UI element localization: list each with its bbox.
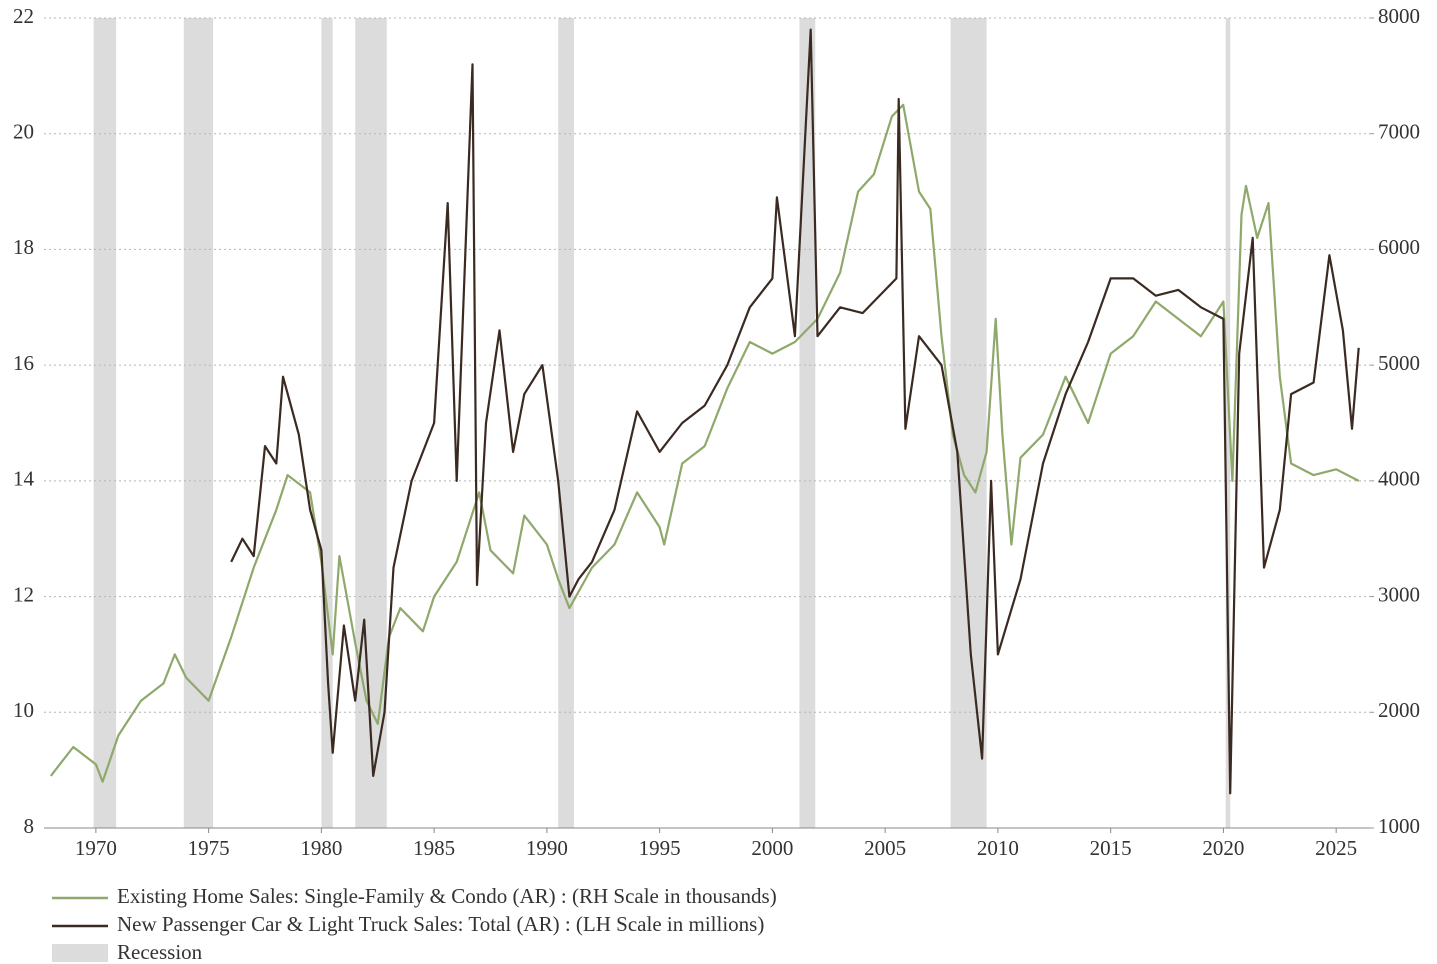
legend-swatch bbox=[52, 944, 108, 962]
y2-tick-label: 5000 bbox=[1378, 351, 1420, 375]
recession-band bbox=[93, 18, 117, 828]
x-tick-label: 1985 bbox=[413, 836, 455, 860]
x-tick-label: 2020 bbox=[1202, 836, 1244, 860]
x-tick-label: 1995 bbox=[639, 836, 681, 860]
y2-tick-label: 2000 bbox=[1378, 698, 1420, 722]
y2-tick-label: 8000 bbox=[1378, 4, 1420, 28]
x-tick-label: 2025 bbox=[1315, 836, 1357, 860]
x-tick-label: 1980 bbox=[300, 836, 342, 860]
y-tick-label: 18 bbox=[13, 235, 34, 259]
x-tick-label: 2015 bbox=[1090, 836, 1132, 860]
recession-band bbox=[183, 18, 214, 828]
series-line bbox=[230, 28, 1360, 795]
x-tick-label: 2010 bbox=[977, 836, 1019, 860]
y2-tick-label: 1000 bbox=[1378, 814, 1420, 838]
recession-band bbox=[355, 18, 387, 828]
series-line bbox=[49, 103, 1360, 783]
recession-band bbox=[558, 18, 574, 828]
legend-label: New Passenger Car & Light Truck Sales: T… bbox=[117, 912, 764, 936]
recession-band bbox=[799, 18, 816, 828]
recession-band bbox=[950, 18, 987, 828]
y-tick-label: 22 bbox=[13, 4, 34, 28]
y-tick-label: 20 bbox=[13, 120, 34, 144]
legend-label: Recession bbox=[117, 940, 203, 964]
y-tick-label: 14 bbox=[13, 467, 35, 491]
x-tick-label: 2000 bbox=[751, 836, 793, 860]
y2-tick-label: 7000 bbox=[1378, 120, 1420, 144]
recession-band bbox=[321, 18, 333, 828]
x-tick-label: 1975 bbox=[188, 836, 230, 860]
x-tick-label: 1970 bbox=[75, 836, 117, 860]
y-tick-label: 10 bbox=[13, 698, 34, 722]
y-tick-label: 12 bbox=[13, 582, 34, 606]
y2-tick-label: 3000 bbox=[1378, 582, 1420, 606]
y-tick-label: 8 bbox=[24, 814, 35, 838]
x-tick-label: 2005 bbox=[864, 836, 906, 860]
y2-tick-label: 4000 bbox=[1378, 467, 1420, 491]
y2-tick-label: 6000 bbox=[1378, 235, 1420, 259]
recession-band bbox=[1225, 18, 1231, 828]
x-tick-label: 1990 bbox=[526, 836, 568, 860]
legend-label: Existing Home Sales: Single-Family & Con… bbox=[117, 884, 777, 908]
y-tick-label: 16 bbox=[13, 351, 34, 375]
